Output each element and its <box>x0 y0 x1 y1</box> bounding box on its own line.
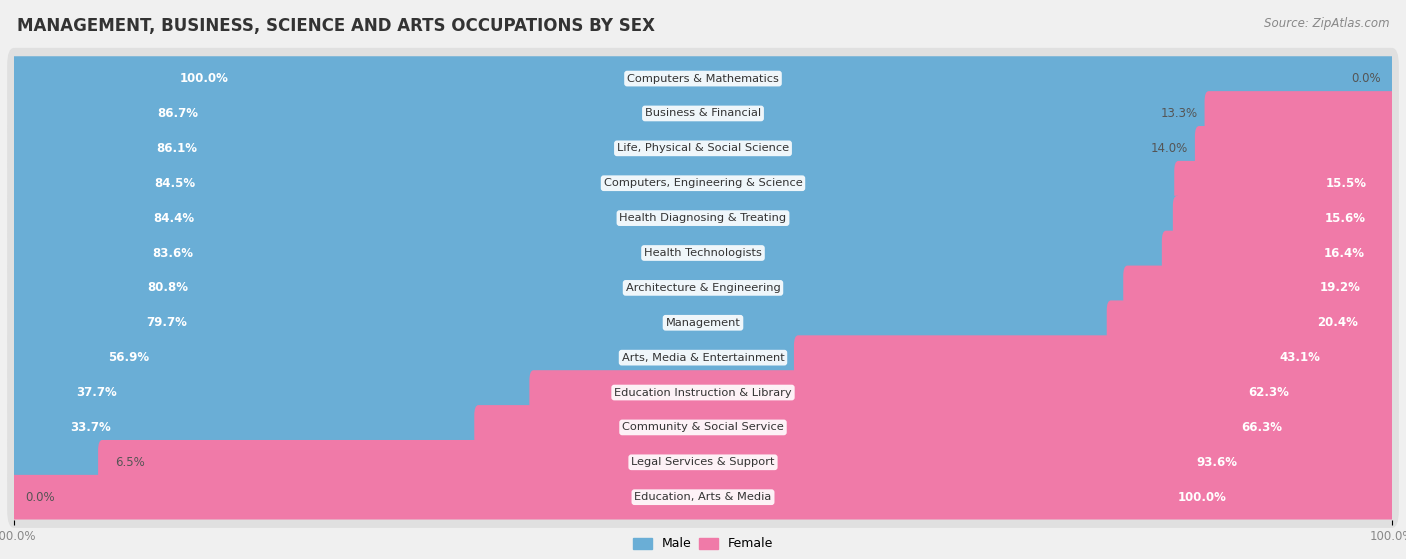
Text: 66.3%: 66.3% <box>1241 421 1282 434</box>
FancyBboxPatch shape <box>1205 91 1396 136</box>
Text: Arts, Media & Entertainment: Arts, Media & Entertainment <box>621 353 785 363</box>
FancyBboxPatch shape <box>10 56 1396 101</box>
FancyBboxPatch shape <box>10 196 1181 240</box>
FancyBboxPatch shape <box>10 126 1205 170</box>
Text: Legal Services & Support: Legal Services & Support <box>631 457 775 467</box>
FancyBboxPatch shape <box>7 327 1399 389</box>
FancyBboxPatch shape <box>10 266 1132 310</box>
Text: 86.7%: 86.7% <box>157 107 198 120</box>
FancyBboxPatch shape <box>7 362 1399 423</box>
FancyBboxPatch shape <box>1107 300 1396 345</box>
Text: 93.6%: 93.6% <box>1197 456 1237 469</box>
FancyBboxPatch shape <box>10 370 537 415</box>
Text: 0.0%: 0.0% <box>1351 72 1381 85</box>
FancyBboxPatch shape <box>10 475 1396 519</box>
FancyBboxPatch shape <box>10 161 1182 206</box>
Text: 33.7%: 33.7% <box>70 421 111 434</box>
Text: Source: ZipAtlas.com: Source: ZipAtlas.com <box>1264 17 1389 30</box>
Text: 16.4%: 16.4% <box>1324 247 1365 259</box>
FancyBboxPatch shape <box>10 231 1170 276</box>
FancyBboxPatch shape <box>7 432 1399 493</box>
Text: 15.6%: 15.6% <box>1324 212 1367 225</box>
Text: 86.1%: 86.1% <box>156 142 197 155</box>
Text: 84.4%: 84.4% <box>153 212 195 225</box>
FancyBboxPatch shape <box>1161 231 1396 276</box>
Text: Life, Physical & Social Science: Life, Physical & Social Science <box>617 143 789 153</box>
Text: 20.4%: 20.4% <box>1317 316 1358 329</box>
Text: 0.0%: 0.0% <box>25 491 55 504</box>
FancyBboxPatch shape <box>7 187 1399 249</box>
FancyBboxPatch shape <box>794 335 1396 380</box>
Text: Business & Financial: Business & Financial <box>645 108 761 119</box>
Text: Education Instruction & Library: Education Instruction & Library <box>614 387 792 397</box>
FancyBboxPatch shape <box>7 292 1399 353</box>
Text: 14.0%: 14.0% <box>1150 142 1188 155</box>
FancyBboxPatch shape <box>1123 266 1396 310</box>
Text: 43.1%: 43.1% <box>1279 351 1320 364</box>
FancyBboxPatch shape <box>7 397 1399 458</box>
Text: 37.7%: 37.7% <box>76 386 117 399</box>
Text: Education, Arts & Media: Education, Arts & Media <box>634 492 772 502</box>
FancyBboxPatch shape <box>7 222 1399 284</box>
Text: 56.9%: 56.9% <box>108 351 149 364</box>
Text: 6.5%: 6.5% <box>115 456 145 469</box>
Text: 62.3%: 62.3% <box>1249 386 1289 399</box>
Text: 100.0%: 100.0% <box>1178 491 1226 504</box>
FancyBboxPatch shape <box>10 405 482 450</box>
FancyBboxPatch shape <box>1195 126 1396 170</box>
FancyBboxPatch shape <box>474 405 1396 450</box>
FancyBboxPatch shape <box>1174 161 1396 206</box>
Text: Management: Management <box>665 318 741 328</box>
FancyBboxPatch shape <box>7 467 1399 528</box>
FancyBboxPatch shape <box>10 91 1213 136</box>
Text: MANAGEMENT, BUSINESS, SCIENCE AND ARTS OCCUPATIONS BY SEX: MANAGEMENT, BUSINESS, SCIENCE AND ARTS O… <box>17 17 655 35</box>
FancyBboxPatch shape <box>10 440 108 485</box>
Text: 100.0%: 100.0% <box>180 72 228 85</box>
Text: 79.7%: 79.7% <box>146 316 187 329</box>
Text: 83.6%: 83.6% <box>152 247 193 259</box>
FancyBboxPatch shape <box>7 153 1399 214</box>
Text: Health Diagnosing & Treating: Health Diagnosing & Treating <box>620 213 786 223</box>
Text: 15.5%: 15.5% <box>1326 177 1367 190</box>
Legend: Male, Female: Male, Female <box>628 532 778 556</box>
Text: Health Technologists: Health Technologists <box>644 248 762 258</box>
FancyBboxPatch shape <box>10 300 1116 345</box>
Text: Computers, Engineering & Science: Computers, Engineering & Science <box>603 178 803 188</box>
Text: Architecture & Engineering: Architecture & Engineering <box>626 283 780 293</box>
FancyBboxPatch shape <box>7 257 1399 319</box>
FancyBboxPatch shape <box>530 370 1396 415</box>
FancyBboxPatch shape <box>98 440 1396 485</box>
FancyBboxPatch shape <box>10 335 803 380</box>
FancyBboxPatch shape <box>7 117 1399 179</box>
FancyBboxPatch shape <box>7 48 1399 109</box>
FancyBboxPatch shape <box>7 83 1399 144</box>
Text: 19.2%: 19.2% <box>1319 281 1360 295</box>
Text: Computers & Mathematics: Computers & Mathematics <box>627 74 779 84</box>
Text: 13.3%: 13.3% <box>1160 107 1198 120</box>
Text: 84.5%: 84.5% <box>153 177 195 190</box>
Text: 80.8%: 80.8% <box>148 281 188 295</box>
Text: Community & Social Service: Community & Social Service <box>621 423 785 433</box>
FancyBboxPatch shape <box>1173 196 1396 240</box>
